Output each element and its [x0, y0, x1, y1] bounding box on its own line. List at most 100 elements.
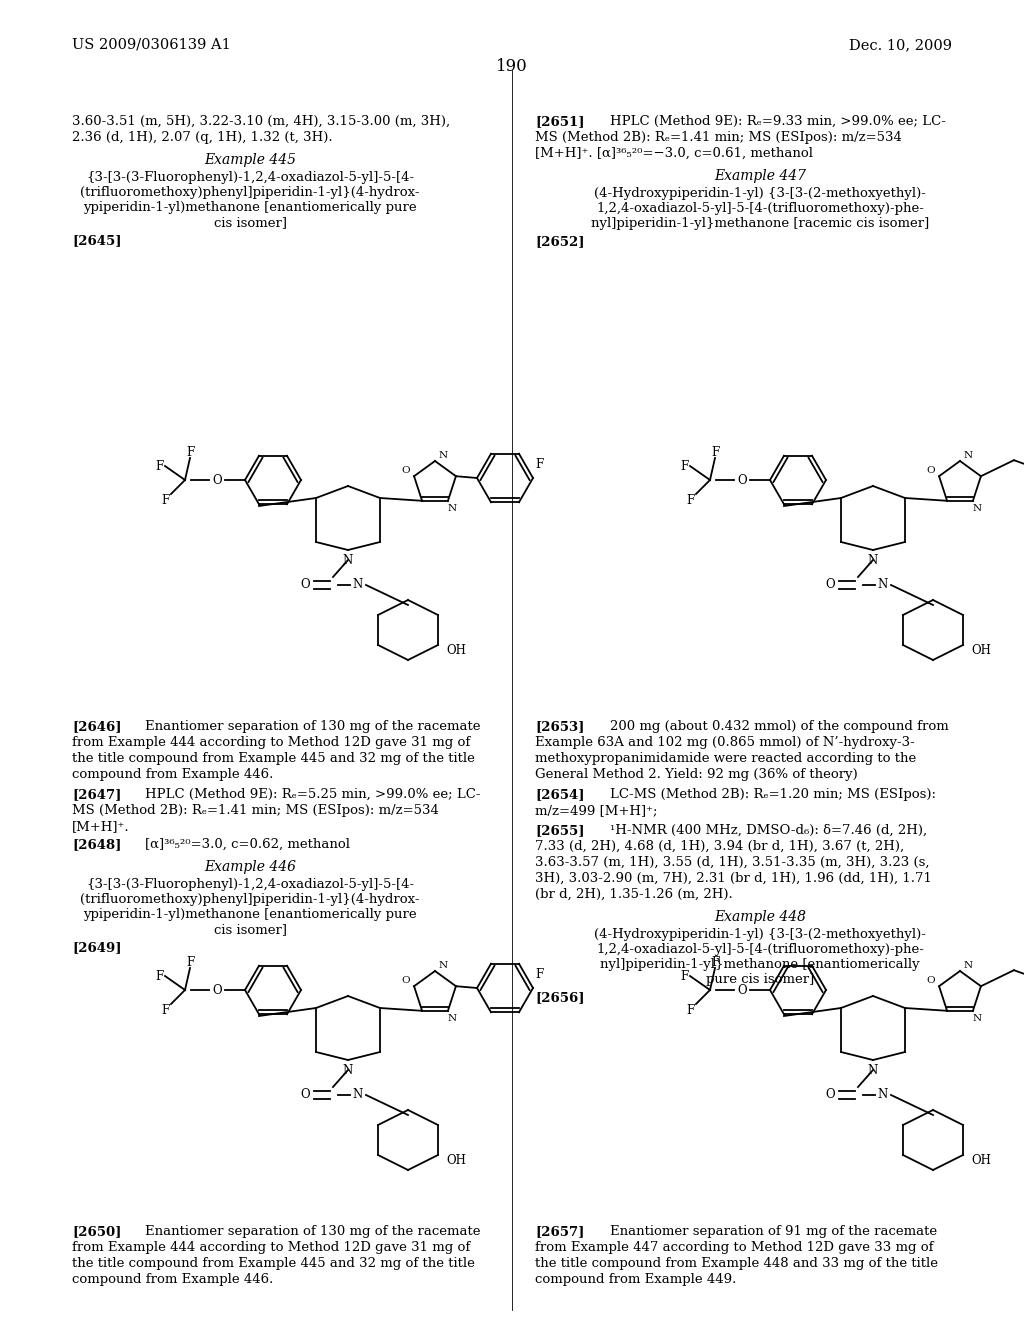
Text: 1,2,4-oxadiazol-5-yl]-5-[4-(trifluoromethoxy)-phe-: 1,2,4-oxadiazol-5-yl]-5-[4-(trifluoromet… — [596, 942, 924, 956]
Text: cis isomer]: cis isomer] — [213, 216, 287, 228]
Text: {3-[3-(3-Fluorophenyl)-1,2,4-oxadiazol-5-yl]-5-[4-: {3-[3-(3-Fluorophenyl)-1,2,4-oxadiazol-5… — [86, 878, 414, 891]
Text: m/z=499 [M+H]⁺;: m/z=499 [M+H]⁺; — [535, 804, 657, 817]
Text: Enantiomer separation of 91 mg of the racemate: Enantiomer separation of 91 mg of the ra… — [610, 1225, 937, 1238]
Text: F: F — [155, 969, 163, 982]
Text: F: F — [155, 459, 163, 473]
Text: [2657]: [2657] — [535, 1225, 585, 1238]
Text: [2654]: [2654] — [535, 788, 585, 801]
Text: cis isomer]: cis isomer] — [213, 923, 287, 936]
Text: (4-Hydroxypiperidin-1-yl) {3-[3-(2-methoxyethyl)-: (4-Hydroxypiperidin-1-yl) {3-[3-(2-metho… — [594, 187, 926, 201]
Text: N: N — [447, 504, 457, 513]
Text: F: F — [186, 446, 195, 458]
Text: 1,2,4-oxadiazol-5-yl]-5-[4-(trifluoromethoxy)-phe-: 1,2,4-oxadiazol-5-yl]-5-[4-(trifluoromet… — [596, 202, 924, 215]
Text: (trifluoromethoxy)phenyl]piperidin-1-yl}(4-hydrox-: (trifluoromethoxy)phenyl]piperidin-1-yl}… — [80, 894, 420, 906]
Text: N: N — [868, 553, 879, 566]
Text: 2.36 (d, 1H), 2.07 (q, 1H), 1.32 (t, 3H).: 2.36 (d, 1H), 2.07 (q, 1H), 1.32 (t, 3H)… — [72, 131, 333, 144]
Text: [2645]: [2645] — [72, 234, 122, 247]
Text: 3.63-3.57 (m, 1H), 3.55 (d, 1H), 3.51-3.35 (m, 3H), 3.23 (s,: 3.63-3.57 (m, 1H), 3.55 (d, 1H), 3.51-3.… — [535, 855, 930, 869]
Text: (br d, 2H), 1.35-1.26 (m, 2H).: (br d, 2H), 1.35-1.26 (m, 2H). — [535, 888, 733, 902]
Text: from Example 447 according to Method 12D gave 33 mg of: from Example 447 according to Method 12D… — [535, 1241, 934, 1254]
Text: MS (Method 2B): Rₑ=1.41 min; MS (ESIpos): m/z=534: MS (Method 2B): Rₑ=1.41 min; MS (ESIpos)… — [72, 804, 439, 817]
Text: ypiperidin-1-yl)methanone [enantiomerically pure: ypiperidin-1-yl)methanone [enantiomerica… — [83, 201, 417, 214]
Text: O: O — [737, 474, 746, 487]
Text: N: N — [438, 450, 447, 459]
Text: methoxypropanimidamide were reacted according to the: methoxypropanimidamide were reacted acco… — [535, 752, 916, 766]
Text: F: F — [711, 956, 719, 969]
Text: compound from Example 446.: compound from Example 446. — [72, 768, 273, 781]
Text: F: F — [686, 494, 694, 507]
Text: F: F — [186, 956, 195, 969]
Text: the title compound from Example 445 and 32 mg of the title: the title compound from Example 445 and … — [72, 752, 475, 766]
Text: the title compound from Example 445 and 32 mg of the title: the title compound from Example 445 and … — [72, 1257, 475, 1270]
Text: [M+H]⁺. [α]³⁶₅²⁰=−3.0, c=0.61, methanol: [M+H]⁺. [α]³⁶₅²⁰=−3.0, c=0.61, methanol — [535, 147, 813, 160]
Text: General Method 2. Yield: 92 mg (36% of theory): General Method 2. Yield: 92 mg (36% of t… — [535, 768, 858, 781]
Text: 7.33 (d, 2H), 4.68 (d, 1H), 3.94 (br d, 1H), 3.67 (t, 2H),: 7.33 (d, 2H), 4.68 (d, 1H), 3.94 (br d, … — [535, 840, 904, 853]
Text: O: O — [825, 578, 835, 591]
Text: MS (Method 2B): Rₑ=1.41 min; MS (ESIpos): m/z=534: MS (Method 2B): Rₑ=1.41 min; MS (ESIpos)… — [535, 131, 902, 144]
Text: N: N — [353, 578, 364, 591]
Text: [2652]: [2652] — [535, 235, 585, 248]
Text: O: O — [927, 975, 935, 985]
Text: Example 445: Example 445 — [204, 153, 296, 168]
Text: N: N — [438, 961, 447, 969]
Text: [2651]: [2651] — [535, 115, 585, 128]
Text: Dec. 10, 2009: Dec. 10, 2009 — [849, 38, 952, 51]
Text: F: F — [536, 458, 544, 471]
Text: [2656]: [2656] — [535, 991, 585, 1005]
Text: Enantiomer separation of 130 mg of the racemate: Enantiomer separation of 130 mg of the r… — [145, 719, 480, 733]
Text: 190: 190 — [496, 58, 528, 75]
Text: N: N — [973, 1014, 981, 1023]
Text: O: O — [737, 983, 746, 997]
Text: (4-Hydroxypiperidin-1-yl) {3-[3-(2-methoxyethyl)-: (4-Hydroxypiperidin-1-yl) {3-[3-(2-metho… — [594, 928, 926, 941]
Text: ypiperidin-1-yl)methanone [enantiomerically pure: ypiperidin-1-yl)methanone [enantiomerica… — [83, 908, 417, 921]
Text: from Example 444 according to Method 12D gave 31 mg of: from Example 444 according to Method 12D… — [72, 737, 470, 748]
Text: compound from Example 449.: compound from Example 449. — [535, 1272, 736, 1286]
Text: F: F — [711, 446, 719, 458]
Text: Example 63A and 102 mg (0.865 mmol) of N’-hydroxy-3-: Example 63A and 102 mg (0.865 mmol) of N… — [535, 737, 914, 748]
Text: US 2009/0306139 A1: US 2009/0306139 A1 — [72, 38, 230, 51]
Text: F: F — [161, 1003, 169, 1016]
Text: Enantiomer separation of 130 mg of the racemate: Enantiomer separation of 130 mg of the r… — [145, 1225, 480, 1238]
Text: F: F — [161, 494, 169, 507]
Text: N: N — [964, 450, 973, 459]
Text: [2649]: [2649] — [72, 941, 122, 954]
Text: OH: OH — [971, 1154, 991, 1167]
Text: [2648]: [2648] — [72, 838, 122, 851]
Text: F: F — [680, 459, 688, 473]
Text: OH: OH — [971, 644, 991, 656]
Text: [2653]: [2653] — [535, 719, 585, 733]
Text: N: N — [878, 578, 888, 591]
Text: N: N — [447, 1014, 457, 1023]
Text: O: O — [212, 474, 222, 487]
Text: LC-MS (Method 2B): Rₑ=1.20 min; MS (ESIpos):: LC-MS (Method 2B): Rₑ=1.20 min; MS (ESIp… — [610, 788, 936, 801]
Text: O: O — [825, 1089, 835, 1101]
Text: Example 447: Example 447 — [714, 169, 806, 183]
Text: N: N — [878, 1089, 888, 1101]
Text: OH: OH — [446, 644, 466, 656]
Text: O: O — [401, 466, 411, 475]
Text: O: O — [212, 983, 222, 997]
Text: Example 446: Example 446 — [204, 861, 296, 874]
Text: [2655]: [2655] — [535, 824, 585, 837]
Text: 200 mg (about 0.432 mmol) of the compound from: 200 mg (about 0.432 mmol) of the compoun… — [610, 719, 949, 733]
Text: pure cis isomer]: pure cis isomer] — [706, 973, 814, 986]
Text: F: F — [536, 969, 544, 982]
Text: compound from Example 446.: compound from Example 446. — [72, 1272, 273, 1286]
Text: [2650]: [2650] — [72, 1225, 122, 1238]
Text: N: N — [973, 504, 981, 513]
Text: [α]³⁶₅²⁰=3.0, c=0.62, methanol: [α]³⁶₅²⁰=3.0, c=0.62, methanol — [145, 838, 350, 851]
Text: F: F — [686, 1003, 694, 1016]
Text: (trifluoromethoxy)phenyl]piperidin-1-yl}(4-hydrox-: (trifluoromethoxy)phenyl]piperidin-1-yl}… — [80, 186, 420, 199]
Text: O: O — [401, 975, 411, 985]
Text: nyl]piperidin-1-yl}methanone [enantiomerically: nyl]piperidin-1-yl}methanone [enantiomer… — [600, 958, 920, 972]
Text: nyl]piperidin-1-yl}methanone [racemic cis isomer]: nyl]piperidin-1-yl}methanone [racemic ci… — [591, 216, 929, 230]
Text: F: F — [680, 969, 688, 982]
Text: [2647]: [2647] — [72, 788, 122, 801]
Text: N: N — [868, 1064, 879, 1077]
Text: O: O — [300, 1089, 310, 1101]
Text: N: N — [343, 1064, 353, 1077]
Text: [M+H]⁺.: [M+H]⁺. — [72, 820, 130, 833]
Text: HPLC (Method 9E): Rₑ=5.25 min, >99.0% ee; LC-: HPLC (Method 9E): Rₑ=5.25 min, >99.0% ee… — [145, 788, 480, 801]
Text: 3H), 3.03-2.90 (m, 7H), 2.31 (br d, 1H), 1.96 (dd, 1H), 1.71: 3H), 3.03-2.90 (m, 7H), 2.31 (br d, 1H),… — [535, 873, 932, 884]
Text: OH: OH — [446, 1154, 466, 1167]
